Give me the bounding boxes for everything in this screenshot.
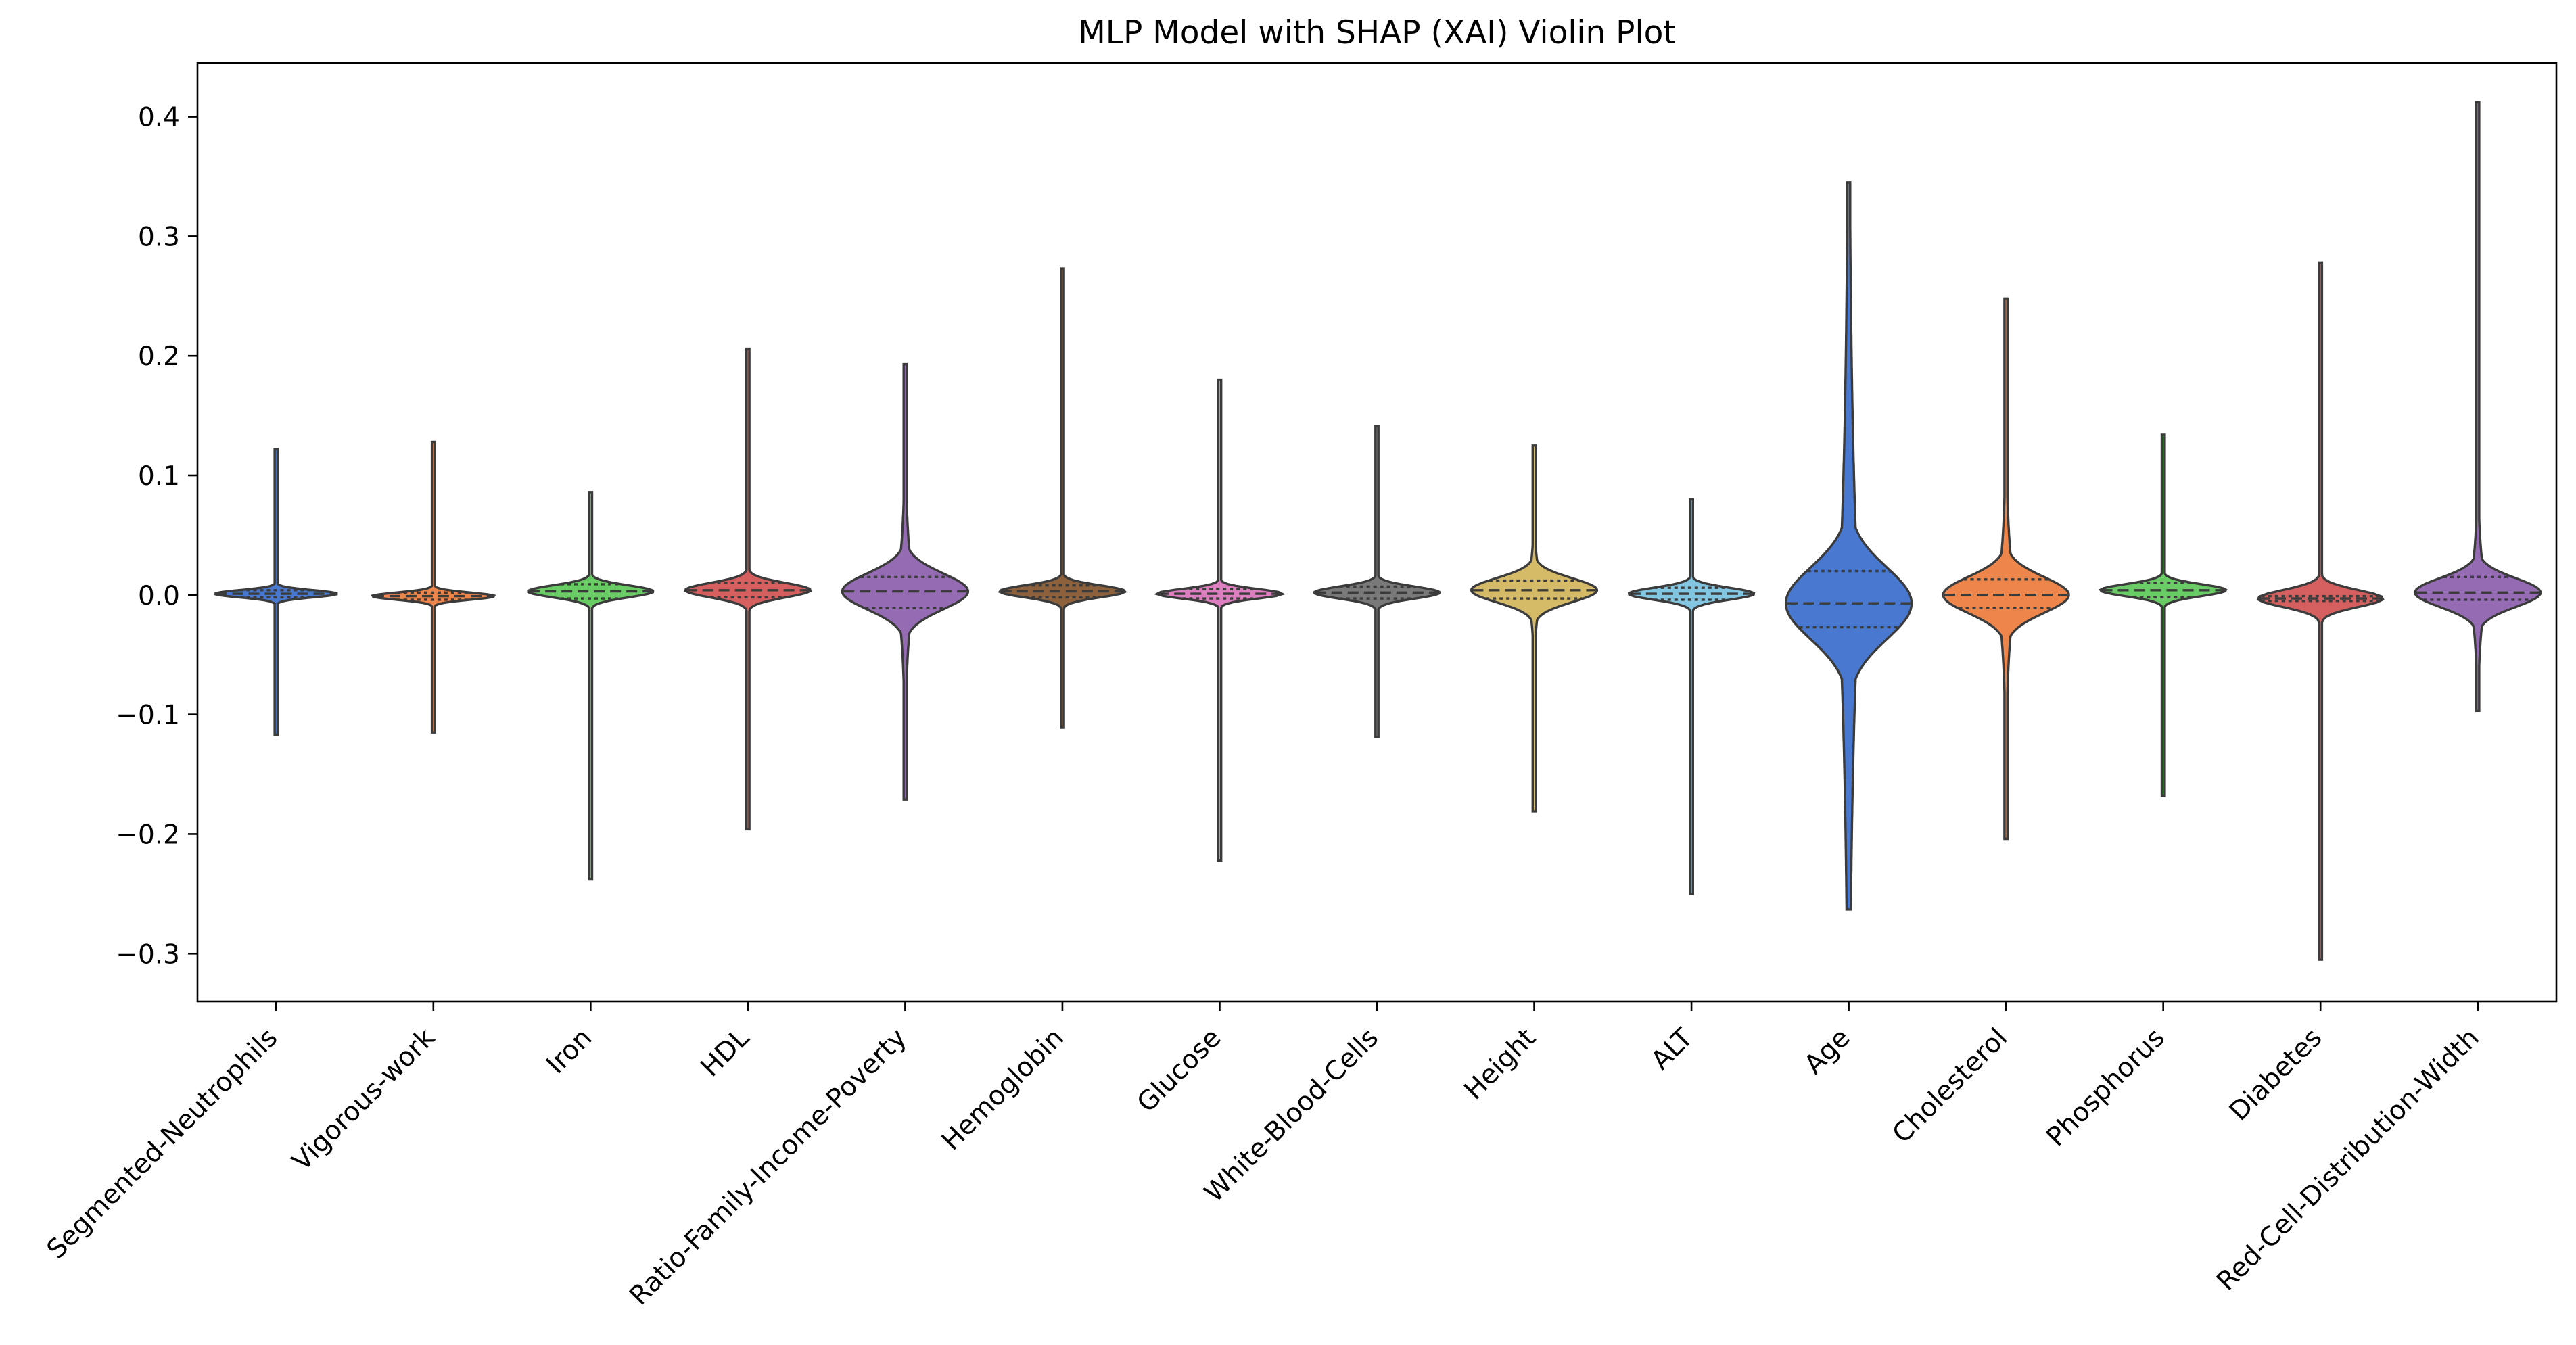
violin-body [371,440,496,734]
violin-body [2099,433,2228,797]
y-axis: −0.3 −0.2 −0.1 0.0 0.1 0.2 0.3 0.4 [116,103,197,970]
y-tick-label: −0.2 [116,820,180,850]
violin-body [1784,181,1913,911]
violin-body [1470,444,1599,813]
violin-body [2414,101,2542,712]
y-tick-label: −0.1 [116,701,180,731]
y-tick-label: 0.1 [138,461,180,492]
violin-body [1313,425,1441,738]
violin-body [527,491,655,881]
violin-body [1627,498,1756,895]
y-tick-label: 0.3 [138,222,180,252]
chart-title: MLP Model with SHAP (XAI) Violin Plot [1078,14,1676,51]
violin-body [214,448,338,736]
violin-body [2256,261,2385,961]
violin-layer [214,101,2542,961]
violin-body [1942,297,2070,841]
y-tick-label: 0.4 [138,103,180,133]
violin-body [684,347,812,831]
violin-body [998,267,1127,729]
y-tick-label: 0.0 [138,581,180,611]
violin-body [841,362,970,801]
y-tick-label: 0.2 [138,341,180,372]
y-tick-label: −0.3 [116,939,180,970]
violin-body [1154,378,1286,862]
